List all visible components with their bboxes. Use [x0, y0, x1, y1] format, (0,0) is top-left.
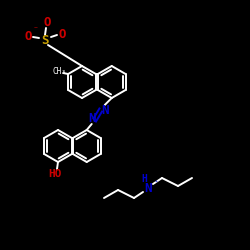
- Text: S: S: [41, 34, 49, 46]
- Text: CH₃: CH₃: [52, 68, 66, 76]
- Text: ⁺: ⁺: [154, 178, 158, 186]
- Text: N: N: [101, 104, 108, 117]
- Text: ⁻: ⁻: [33, 25, 39, 35]
- Text: O: O: [58, 28, 66, 42]
- Text: O: O: [24, 30, 32, 44]
- Text: HO: HO: [48, 169, 62, 179]
- Text: O: O: [43, 16, 51, 30]
- Text: N: N: [88, 112, 96, 126]
- Text: N: N: [144, 182, 152, 194]
- Text: H: H: [141, 174, 147, 184]
